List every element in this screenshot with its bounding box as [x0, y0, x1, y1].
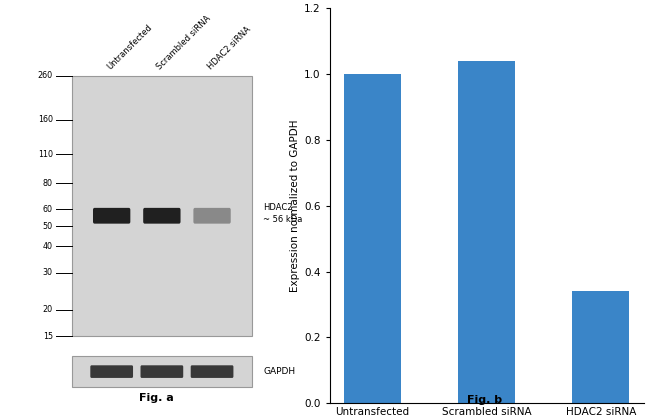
- Text: HDAC2
~ 56 kDa: HDAC2 ~ 56 kDa: [263, 203, 303, 224]
- Text: GAPDH: GAPDH: [263, 367, 296, 376]
- Text: 110: 110: [38, 150, 53, 159]
- FancyBboxPatch shape: [194, 208, 231, 224]
- Text: 60: 60: [43, 205, 53, 214]
- FancyBboxPatch shape: [90, 365, 133, 378]
- Text: Fig. b: Fig. b: [467, 395, 502, 405]
- Text: 15: 15: [43, 331, 53, 341]
- FancyBboxPatch shape: [93, 208, 131, 224]
- Text: 260: 260: [38, 71, 53, 80]
- FancyBboxPatch shape: [143, 208, 181, 224]
- Text: HDAC2 siRNA: HDAC2 siRNA: [205, 25, 252, 71]
- Bar: [72, 356, 252, 387]
- Text: 160: 160: [38, 116, 53, 124]
- Bar: [72, 76, 252, 336]
- Text: 30: 30: [43, 268, 53, 277]
- Bar: [344, 74, 401, 403]
- Text: 80: 80: [43, 178, 53, 188]
- FancyBboxPatch shape: [140, 365, 183, 378]
- Text: Untransfected: Untransfected: [105, 23, 154, 71]
- Y-axis label: Expression normalized to GAPDH: Expression normalized to GAPDH: [290, 120, 300, 292]
- Text: 40: 40: [43, 242, 53, 251]
- Text: 50: 50: [43, 222, 53, 231]
- Bar: [572, 291, 629, 403]
- Text: Scrambled siRNA: Scrambled siRNA: [155, 14, 213, 71]
- Bar: [458, 61, 515, 403]
- FancyBboxPatch shape: [190, 365, 233, 378]
- Text: 20: 20: [43, 305, 53, 314]
- Text: Fig. a: Fig. a: [138, 393, 174, 403]
